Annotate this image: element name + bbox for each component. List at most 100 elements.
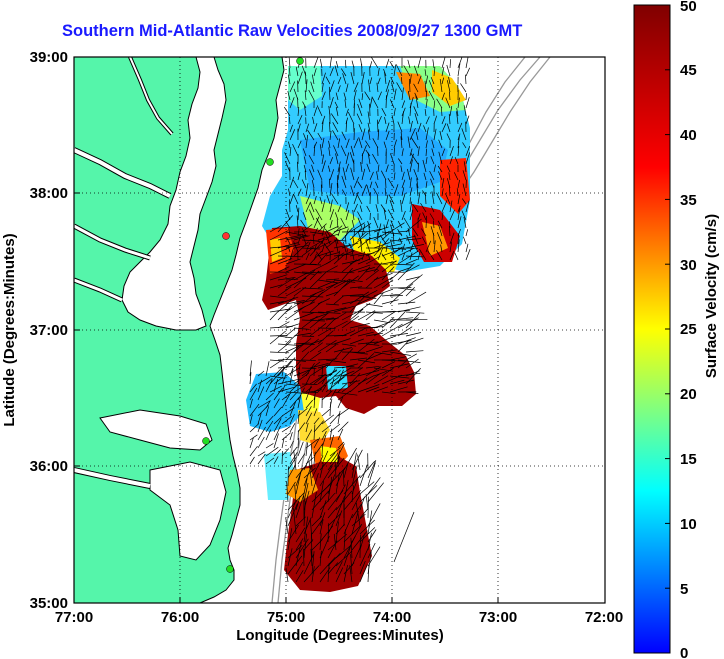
vector-arrow <box>366 163 371 173</box>
vector-arrow <box>380 170 387 181</box>
vector-arrow <box>316 105 323 117</box>
vector-arrow <box>335 550 353 567</box>
vector-arrow <box>392 232 395 245</box>
vector-arrow <box>351 545 362 567</box>
vector-arrow <box>293 332 312 337</box>
vector-arrow <box>343 479 349 503</box>
vector-arrow <box>416 178 419 189</box>
vector-arrow <box>337 85 341 93</box>
vector-arrow <box>446 64 451 77</box>
vector-arrow <box>364 91 371 101</box>
vector-arrow <box>383 224 387 237</box>
vector-arrow <box>321 137 325 149</box>
vector-arrow <box>414 92 419 101</box>
vector-arrow <box>427 250 435 261</box>
vector-arrow <box>305 386 313 393</box>
colorbar <box>633 4 671 654</box>
vector-arrow <box>249 414 253 425</box>
vector-arrow <box>249 423 260 433</box>
vector-arrow <box>409 201 413 213</box>
vector-arrow <box>421 236 427 245</box>
vector-arrow <box>357 341 379 345</box>
vector-arrow <box>389 333 409 337</box>
vector-arrow <box>257 413 262 425</box>
vector-arrow <box>350 167 355 181</box>
vector-arrow <box>393 64 397 77</box>
vector-arrow <box>309 250 322 265</box>
vector-arrow <box>375 181 379 189</box>
vector-arrow <box>309 339 324 345</box>
vector-arrow <box>269 247 291 257</box>
vector-arrow <box>293 351 310 369</box>
vector-arrow <box>449 200 453 213</box>
vector-arrow <box>315 217 323 229</box>
vector-arrow <box>428 80 435 93</box>
vector-arrow <box>333 372 350 385</box>
vector-arrow <box>367 482 384 503</box>
vector-arrow <box>317 169 323 181</box>
colorbar-tick-label: 50 <box>680 0 697 15</box>
vector-arrow <box>325 278 340 281</box>
vector-arrow <box>321 424 332 433</box>
vector-arrow <box>381 299 399 305</box>
vector-arrow <box>381 248 400 257</box>
vector-arrow <box>325 307 347 313</box>
vector-arrow <box>361 184 367 197</box>
vector-arrow <box>357 359 376 364</box>
vector-arrow <box>465 229 469 237</box>
vector-arrow <box>343 470 345 487</box>
vector-arrow <box>257 404 269 417</box>
vector-arrow <box>429 213 435 221</box>
vector-arrow <box>357 267 375 273</box>
vector-arrow <box>297 387 305 401</box>
vector-arrow <box>373 230 390 241</box>
vector-arrow <box>285 231 308 237</box>
vector-arrow <box>397 326 413 337</box>
vector-arrow <box>337 396 344 409</box>
vector-arrow <box>349 565 353 583</box>
vector-arrow <box>365 140 371 149</box>
vector-arrow <box>297 437 299 449</box>
vector-arrow <box>285 323 300 329</box>
vector-arrow <box>357 211 363 221</box>
vector-arrow <box>446 123 451 133</box>
vector-arrow <box>373 242 390 249</box>
vector-arrow <box>389 317 414 321</box>
vector-arrow <box>465 115 470 125</box>
vector-arrow <box>249 434 258 441</box>
vector-arrow <box>295 66 299 77</box>
river <box>74 148 171 198</box>
vector-arrow <box>397 283 414 297</box>
vector-arrow <box>389 61 395 69</box>
vector-arrow <box>373 351 392 356</box>
vector-arrow <box>390 240 395 253</box>
vector-arrow <box>457 194 461 205</box>
vector-arrow <box>305 429 313 441</box>
vector-arrow <box>269 225 282 233</box>
vector-arrow <box>449 221 451 229</box>
vector-arrow <box>405 318 428 321</box>
vector-arrow <box>381 279 394 289</box>
vector-arrow <box>327 513 341 527</box>
vector-arrow <box>465 200 470 213</box>
vector-arrow <box>369 236 371 245</box>
vector-arrow <box>385 79 391 93</box>
vector-arrow <box>341 299 360 305</box>
vector-arrow <box>347 111 355 125</box>
vector-arrow <box>425 75 429 85</box>
vector-arrow <box>329 413 341 425</box>
vector-arrow <box>333 145 339 157</box>
vector-arrow <box>293 245 309 249</box>
vector-arrow <box>328 147 331 157</box>
vector-arrow <box>317 369 338 385</box>
vector-arrow <box>277 286 292 297</box>
vector-arrow <box>357 266 371 281</box>
vector-arrow <box>265 361 270 377</box>
vector-arrow <box>405 276 420 281</box>
vector-arrow <box>335 450 341 471</box>
vector-arrow <box>289 397 300 409</box>
vector-arrow <box>319 519 324 535</box>
vector-arrow <box>343 475 361 495</box>
vector-arrow <box>345 209 350 221</box>
